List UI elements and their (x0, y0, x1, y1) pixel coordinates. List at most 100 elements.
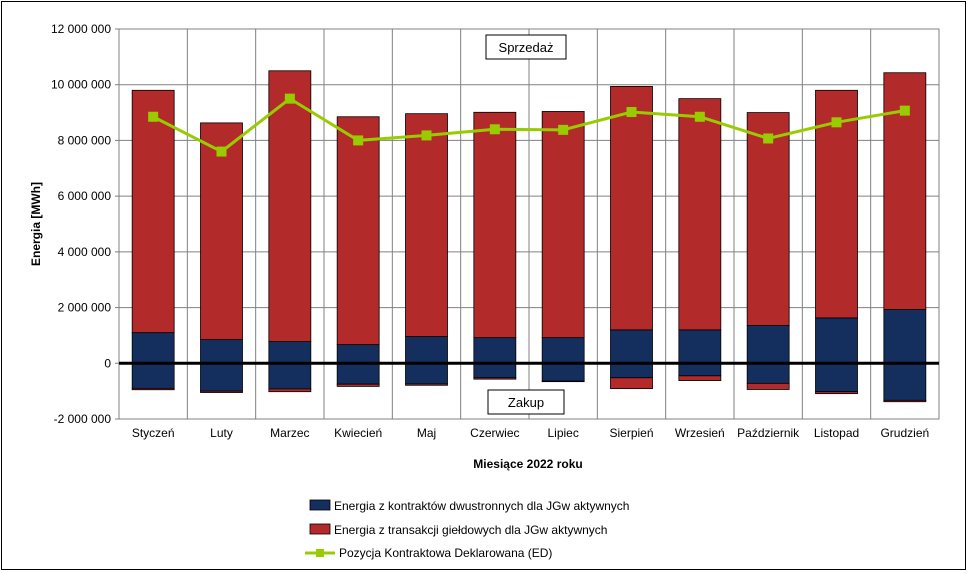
y-tick-label: 0 (104, 356, 111, 370)
bar-contracts-positive (610, 329, 653, 364)
point-ed (899, 105, 910, 116)
y-tick-label: 4 000 000 (58, 245, 112, 259)
bar-contracts-positive (405, 336, 448, 364)
legend-item-contracts: Energia z kontraktów dwustronnych dla JG… (309, 499, 629, 513)
point-ed (626, 107, 637, 118)
bar-exchange-negative (678, 375, 722, 381)
bar-contracts-positive (268, 341, 312, 364)
legend-swatch-contracts (309, 499, 331, 511)
y-tick-label: 6 000 000 (58, 189, 112, 203)
bar-contracts-negative (268, 362, 312, 390)
bar-exchange-positive (473, 111, 517, 339)
bar-contracts-negative (200, 362, 243, 392)
bar-exchange-positive (815, 89, 858, 319)
annotation-sprzedaz: Sprzedaż (485, 34, 567, 60)
x-tick-label: Grudzień (880, 426, 929, 440)
legend-marker-ed (316, 549, 324, 557)
bar-contracts-negative (815, 362, 858, 393)
legend-item-ed: Pozycja Kontraktowa Deklarowana (ED) (305, 546, 552, 560)
bars (131, 70, 927, 403)
bar-exchange-negative (883, 399, 927, 403)
point-ed (489, 124, 500, 135)
bar-contracts-positive (541, 337, 585, 364)
point-ed (694, 111, 705, 122)
x-tick-label: Lipiec (547, 426, 578, 440)
bar-contracts-negative (131, 362, 175, 389)
bar-exchange-negative (473, 377, 517, 380)
x-tick-label: Styczeń (132, 426, 175, 440)
legend-item-exchange: Energia z transakcji giełdowych dla JGw … (309, 523, 607, 537)
bar-contracts-negative (678, 362, 722, 377)
x-tick-label: Październik (737, 426, 800, 440)
legend-label-ed: Pozycja Kontraktowa Deklarowana (ED) (339, 546, 552, 560)
bar-contracts-negative (541, 362, 585, 382)
legend: Energia z kontraktów dwustronnych dla JG… (305, 499, 629, 560)
bar-exchange-positive (678, 98, 722, 331)
bar-contracts-positive (883, 309, 927, 364)
bar-exchange-negative (746, 382, 790, 390)
bar-exchange-negative (815, 391, 858, 395)
legend-label-contracts: Energia z kontraktów dwustronnych dla JG… (334, 499, 629, 513)
y-axis-ticks: -2 000 000 0 2 000 000 4 000 000 6 000 000 8 … (51, 22, 119, 426)
line-ed (152, 96, 906, 154)
point-ed (353, 135, 364, 146)
point-ed (148, 111, 159, 122)
legend-label-exchange: Energia z transakcji giełdowych dla JGw … (334, 523, 607, 537)
y-tick-label: 10 000 000 (51, 78, 111, 92)
y-tick-label: 12 000 000 (51, 22, 111, 36)
bar-exchange-positive (336, 116, 380, 346)
line-series (148, 93, 910, 157)
bar-exchange-positive (200, 122, 243, 341)
bar-exchange-positive (268, 70, 312, 342)
annotation-sprzedaz-text: Sprzedaż (499, 40, 554, 55)
x-tick-label: Wrzesień (675, 426, 725, 440)
bar-contracts-positive (131, 332, 175, 364)
bar-contracts-negative (405, 362, 448, 385)
x-tick-label: Luty (210, 426, 233, 440)
bar-exchange-negative (131, 387, 175, 391)
x-tick-label: Marzec (270, 426, 309, 440)
annotation-zakup-text: Zakup (508, 395, 544, 410)
point-ed (421, 130, 432, 141)
bar-contracts-positive (336, 344, 380, 364)
bar-contracts-positive (746, 324, 790, 364)
bar-contracts-negative (336, 362, 380, 385)
x-axis-title: Miesiące 2022 roku (473, 457, 582, 471)
point-ed (216, 146, 227, 157)
bar-exchange-positive (541, 111, 585, 339)
y-axis-title: Energia [MWh] (29, 182, 43, 266)
bar-exchange-negative (200, 390, 243, 393)
point-ed (831, 117, 842, 128)
bar-exchange-negative (610, 377, 653, 390)
x-axis-ticks: Styczeń Luty Marzec Kwiecień Maj Czerwiec Lipi… (132, 426, 929, 440)
bar-contracts-positive (815, 317, 858, 364)
bar-exchange-negative (268, 388, 312, 393)
bar-exchange-negative (405, 383, 448, 386)
y-tick-label: 2 000 000 (58, 301, 112, 315)
bar-exchange-positive (746, 112, 790, 326)
bar-exchange-negative (336, 383, 380, 387)
bar-contracts-positive (200, 339, 243, 364)
y-tick-label: 8 000 000 (58, 133, 112, 147)
bar-contracts-negative (610, 362, 653, 379)
point-ed (558, 124, 569, 135)
annotation-zakup: Zakup (487, 389, 565, 415)
x-tick-label: Kwiecień (334, 426, 382, 440)
point-ed (284, 93, 295, 104)
bar-exchange-positive (131, 89, 175, 334)
x-tick-label: Listopad (814, 426, 859, 440)
y-tick-label: -2 000 000 (54, 412, 112, 426)
bar-contracts-negative (473, 362, 517, 379)
bar-contracts-negative (883, 362, 927, 401)
bar-exchange-positive (405, 113, 448, 337)
x-tick-label: Maj (417, 426, 436, 440)
legend-swatch-exchange (309, 523, 331, 535)
x-tick-label: Sierpień (609, 426, 653, 440)
x-tick-label: Czerwiec (470, 426, 519, 440)
point-ed (763, 133, 774, 144)
bar-exchange-positive (610, 85, 653, 331)
bar-contracts-positive (678, 329, 722, 364)
bar-contracts-positive (473, 337, 517, 364)
